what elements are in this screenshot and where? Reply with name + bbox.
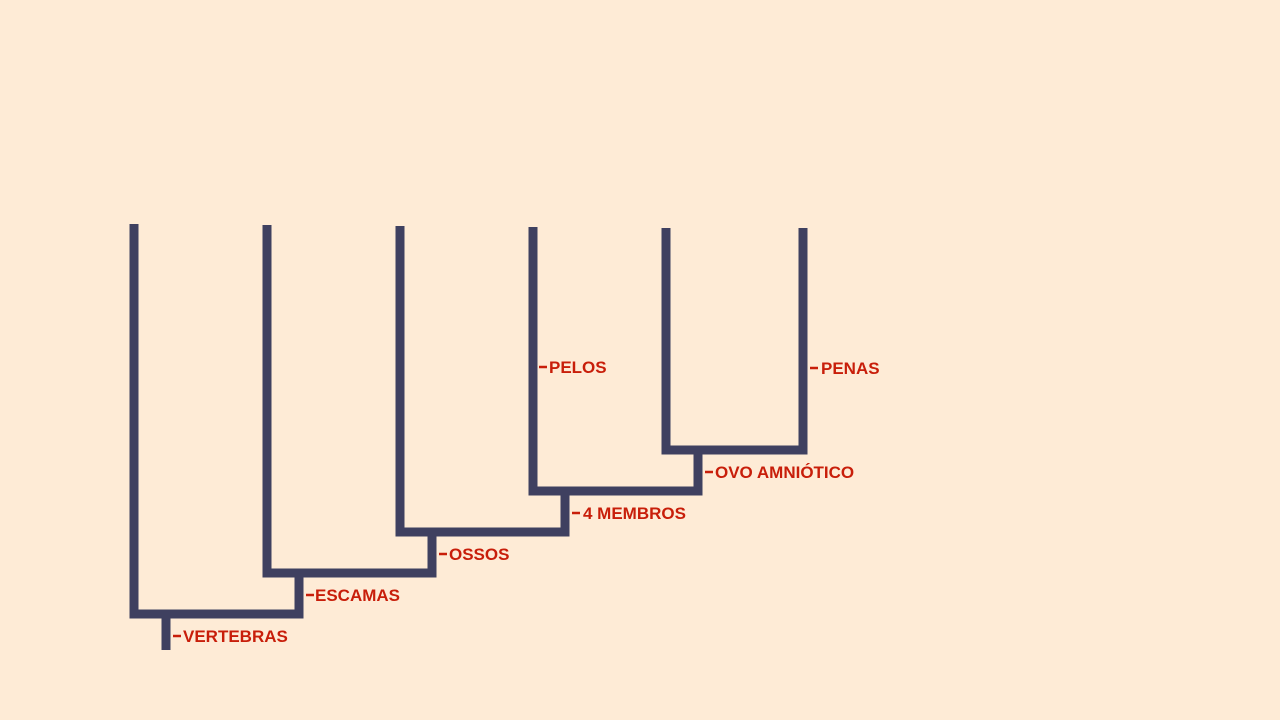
fork-4-membros xyxy=(528,227,703,496)
label-ossos: OSSOS xyxy=(449,545,509,564)
trait-penas: PENAS xyxy=(810,359,880,378)
label-penas: PENAS xyxy=(821,359,880,378)
label-vertebras: VERTEBRAS xyxy=(183,627,288,646)
label-ovo-amniotico: OVO AMNIÓTICO xyxy=(715,463,854,482)
trait-ovo-amniotico: OVO AMNIÓTICO xyxy=(705,463,854,482)
trait-escamas: ESCAMAS xyxy=(306,586,400,605)
label-pelos: PELOS xyxy=(549,358,607,377)
fork-escamas xyxy=(262,225,437,578)
cladogram-branches xyxy=(129,224,808,650)
trait-pelos: PELOS xyxy=(539,358,607,377)
trait-markers: VERTEBRAS ESCAMAS OSSOS 4 MEMBROS PELOS … xyxy=(173,358,880,646)
fork-ossos xyxy=(395,226,570,537)
trait-vertebras: VERTEBRAS xyxy=(173,627,288,646)
trait-ossos: OSSOS xyxy=(439,545,509,564)
fork-ovo-amniotico xyxy=(661,228,808,455)
label-escamas: ESCAMAS xyxy=(315,586,400,605)
trait-4-membros: 4 MEMBROS xyxy=(572,504,686,523)
label-4-membros: 4 MEMBROS xyxy=(583,504,686,523)
fork-vertebras xyxy=(129,224,304,619)
